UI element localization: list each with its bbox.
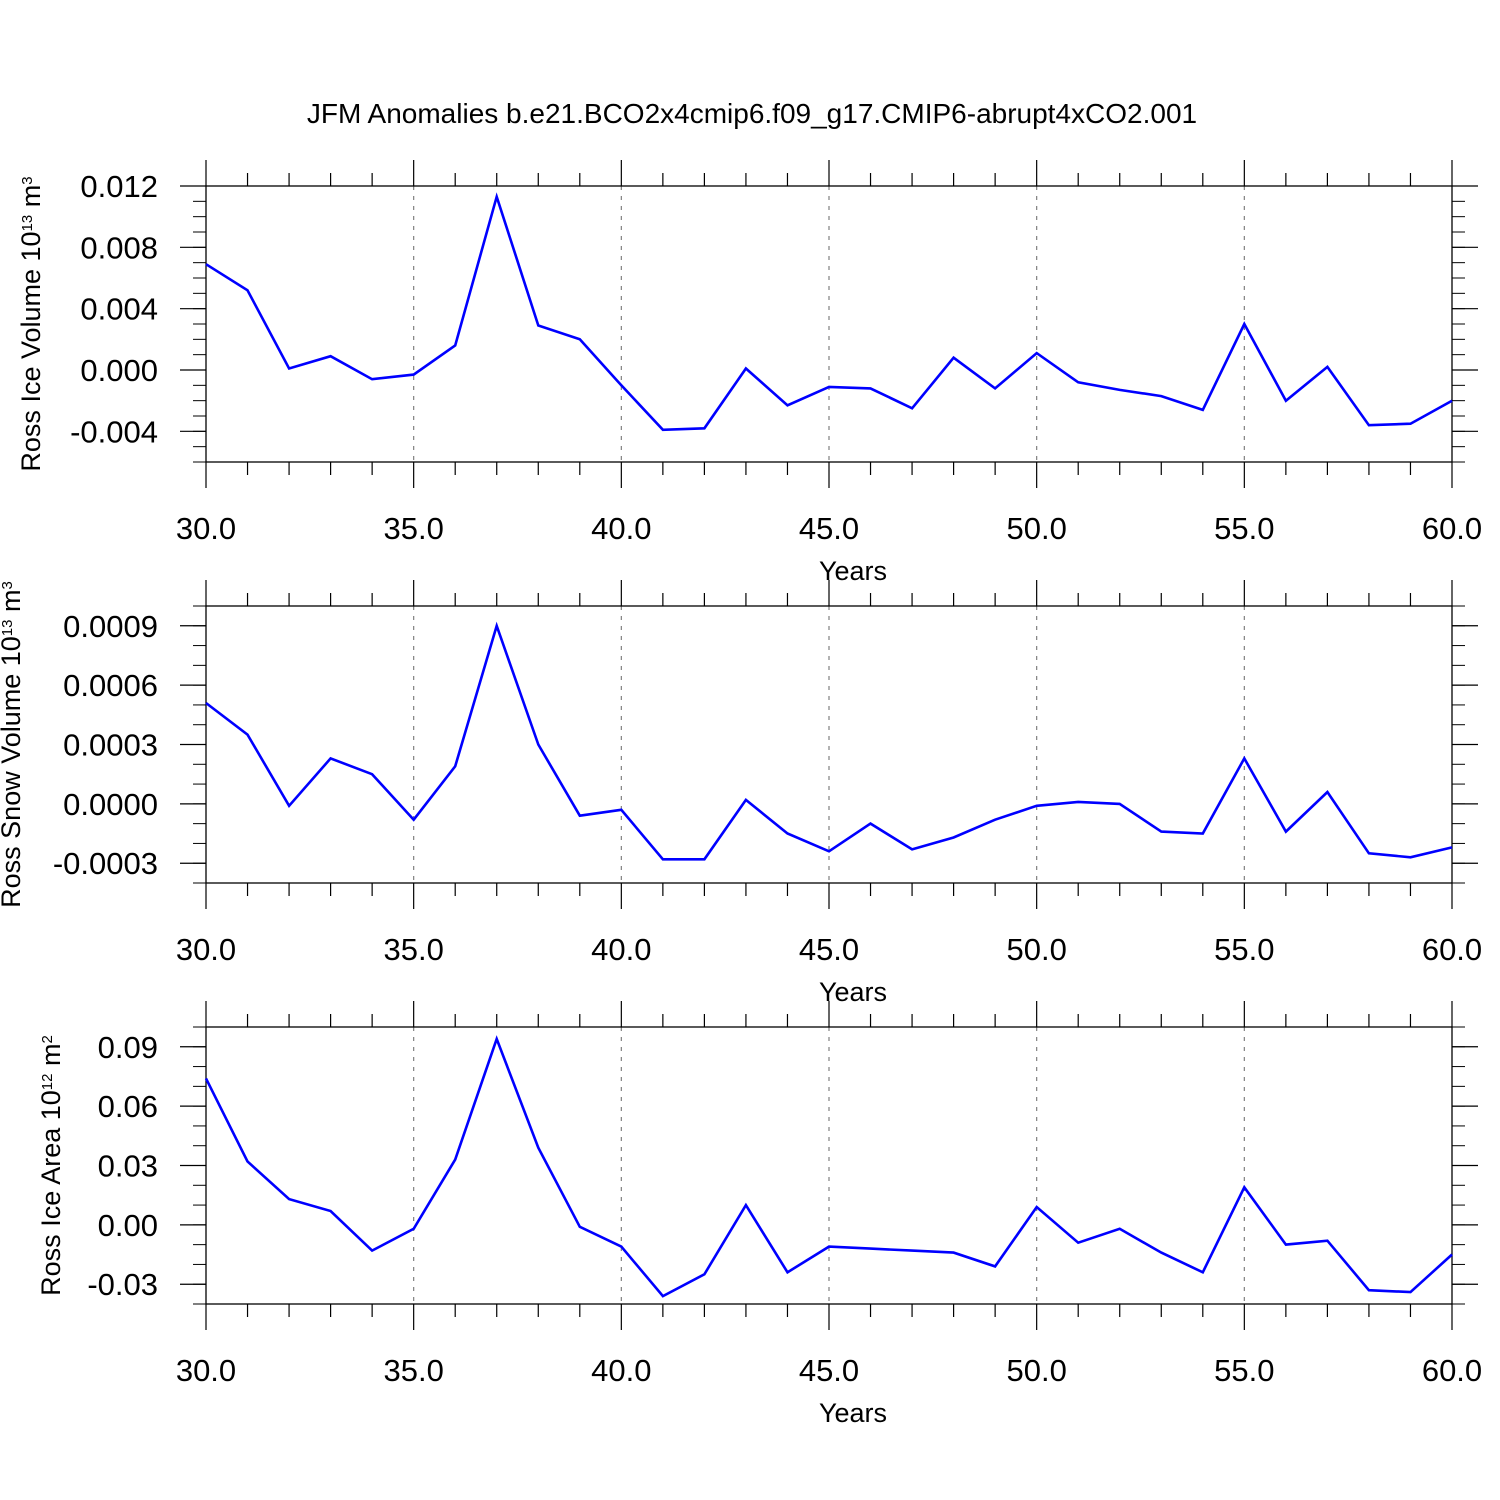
y-axis-title-unit: m xyxy=(36,1044,66,1074)
x-tick-label: 30.0 xyxy=(176,932,236,967)
y-tick-label: -0.0003 xyxy=(53,846,158,881)
y-axis-title-unit: m xyxy=(0,590,26,620)
panel-1: -0.004 0.000 0.004 0.008 0.012 30.0 35.0 40.0 45… xyxy=(16,160,1482,586)
x-tick-label: 50.0 xyxy=(1006,932,1066,967)
x-tick-label: 40.0 xyxy=(591,932,651,967)
x-axis-title: Years xyxy=(819,556,887,586)
y-axis-title-text: Ross Snow Volume 10 xyxy=(0,636,26,908)
y-tick-label: 0.09 xyxy=(98,1030,158,1065)
y-axis-title-text: Ross Ice Volume 10 xyxy=(16,231,46,471)
x-tick-label: 50.0 xyxy=(1006,511,1066,546)
y-tick-label: 0.008 xyxy=(80,230,158,265)
x-tick-label: 60.0 xyxy=(1422,1353,1482,1388)
y-axis-title-text: Ross Ice Area 10 xyxy=(36,1090,66,1296)
x-tick-label: 40.0 xyxy=(591,1353,651,1388)
y-axis-title-unit-exp: 3 xyxy=(0,581,16,589)
x-tick-label: 30.0 xyxy=(176,1353,236,1388)
x-tick-label: 60.0 xyxy=(1422,932,1482,967)
x-tick-label: 35.0 xyxy=(383,1353,443,1388)
panel-3: -0.03 0.00 0.03 0.06 0.09 30.0 35.0 40.0 45.0 50.… xyxy=(36,1001,1482,1428)
y-tick-label: -0.004 xyxy=(70,414,158,449)
y-axis-title: Ross Ice Area 1012 m2 xyxy=(36,1035,66,1296)
x-axis-title: Years xyxy=(819,1398,887,1428)
y-axis-title: Ross Ice Volume 1013 m3 xyxy=(16,176,46,471)
x-axis-title: Years xyxy=(819,977,887,1007)
x-tick-label: 55.0 xyxy=(1214,1353,1274,1388)
y-tick-label: 0.000 xyxy=(80,353,158,388)
series-line xyxy=(205,621,1453,861)
panels: -0.004 0.000 0.004 0.008 0.012 30.0 35.0 40.0 45… xyxy=(0,160,1482,1428)
y-tick-label: 0.00 xyxy=(98,1208,158,1243)
y-tick-label: 0.0006 xyxy=(63,668,158,703)
x-tick-label: 60.0 xyxy=(1422,511,1482,546)
y-tick-label: -0.03 xyxy=(87,1267,158,1302)
y-tick-label: 0.0000 xyxy=(63,787,158,822)
y-axis-title-exp: 13 xyxy=(0,620,16,637)
y-axis-title-unit-exp: 3 xyxy=(19,176,36,184)
y-axis-title-unit-exp: 2 xyxy=(39,1035,56,1043)
y-tick-label: 0.004 xyxy=(80,292,158,327)
y-tick-label: 0.0003 xyxy=(63,728,158,763)
x-tick-label: 50.0 xyxy=(1006,1353,1066,1388)
x-tick-label: 55.0 xyxy=(1214,932,1274,967)
y-tick-label: 0.012 xyxy=(80,169,158,204)
x-tick-label: 55.0 xyxy=(1214,511,1274,546)
y-axis-title-unit: m xyxy=(16,185,46,215)
y-axis-title: Ross Snow Volume 1013 m3 xyxy=(0,581,26,908)
panel-2: -0.0003 0.0000 0.0003 0.0006 0.0009 30.0 35.0 4… xyxy=(0,580,1482,1007)
x-tick-label: 30.0 xyxy=(176,511,236,546)
y-tick-label: 0.06 xyxy=(98,1089,158,1124)
x-tick-label: 35.0 xyxy=(383,511,443,546)
x-tick-label: 45.0 xyxy=(799,511,859,546)
x-tick-label: 45.0 xyxy=(799,1353,859,1388)
x-tick-label: 35.0 xyxy=(383,932,443,967)
x-tick-label: 45.0 xyxy=(799,932,859,967)
series-line xyxy=(205,192,1453,432)
y-axis-title-exp: 12 xyxy=(39,1074,56,1091)
y-tick-label: 0.0009 xyxy=(63,609,158,644)
y-tick-label: 0.03 xyxy=(98,1149,158,1184)
figure-title: JFM Anomalies b.e21.BCO2x4cmip6.f09_g17.… xyxy=(307,98,1197,129)
x-tick-label: 40.0 xyxy=(591,511,651,546)
y-axis-title-exp: 13 xyxy=(19,215,36,232)
